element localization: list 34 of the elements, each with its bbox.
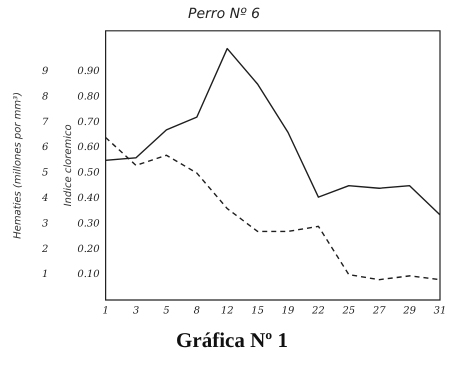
x-tick-label: 8 xyxy=(194,306,200,317)
y-tick-label: 2 xyxy=(40,244,48,255)
y-axis-title: Hematies (millones por mm³) xyxy=(12,92,24,239)
text: Gráfica Nº 1 xyxy=(175,328,289,353)
y2-tick-label: 0.70 xyxy=(77,116,100,128)
y2-tick-label: 0.50 xyxy=(77,168,100,179)
y2-tick-label: 0.40 xyxy=(77,193,100,204)
y2-tick-label: 0.80 xyxy=(77,91,100,102)
y-tick-label: 9 xyxy=(42,66,49,78)
y-tick-label: 8 xyxy=(42,91,48,102)
x-tick-label: 27 xyxy=(372,306,386,317)
x-tick-label: 1 xyxy=(102,306,109,317)
y-tick-label: 7 xyxy=(42,116,49,128)
y-tick-label: 1 xyxy=(42,269,48,280)
x-tick-label: 29 xyxy=(402,306,417,317)
y2-axis-title: Indice cloremico xyxy=(62,124,74,206)
y2-tick-label: 0.90 xyxy=(77,66,100,78)
y2-tick-label: 0.20 xyxy=(77,244,100,255)
y2-tick-label: 0.10 xyxy=(77,269,100,280)
x-tick-label: 3 xyxy=(132,306,140,317)
y-tick-label: 4 xyxy=(40,193,48,204)
chart-title: Perro Nº 6 xyxy=(188,6,260,22)
x-tick-label: 19 xyxy=(282,306,296,317)
x-tick-label: 15 xyxy=(251,306,264,317)
x-tick-label: 31 xyxy=(434,306,446,317)
y2-tick-label: 0.60 xyxy=(77,142,100,154)
x-tick-label: 22 xyxy=(311,306,325,317)
y-tick-label: 5 xyxy=(42,168,48,179)
y-tick-label: 3 xyxy=(42,218,48,230)
y2-tick-label: 0.30 xyxy=(77,218,100,230)
x-tick-label: 12 xyxy=(220,306,234,317)
x-tick-label: 5 xyxy=(163,306,170,317)
y-tick-label: 6 xyxy=(42,142,49,154)
x-tick-label: 25 xyxy=(341,306,356,317)
